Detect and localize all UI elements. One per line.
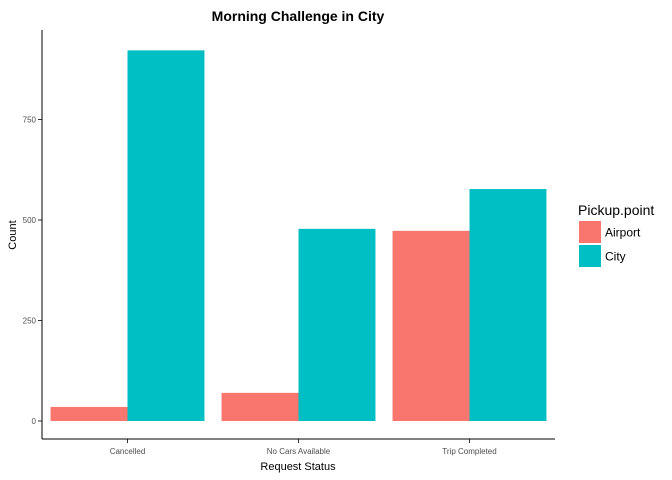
bar-city-cancelled (127, 50, 205, 422)
y-tick-label: 250 (23, 317, 37, 326)
x-axis: Cancelled No Cars Available Trip Completed (110, 439, 497, 456)
legend-label-airport: Airport (605, 226, 641, 240)
y-tick-label: 500 (23, 216, 37, 225)
legend: Pickup.point Airport City (578, 202, 654, 267)
x-tick-label: Cancelled (110, 447, 146, 456)
legend-swatch-airport (579, 221, 601, 243)
y-axis-label: Count (7, 220, 19, 249)
y-tick-label: 0 (32, 417, 37, 426)
legend-swatch-city (579, 245, 601, 267)
chart-title: Morning Challenge in City (212, 8, 385, 24)
bars-group (50, 50, 547, 422)
legend-label-city: City (605, 250, 626, 264)
x-axis-label: Request Status (260, 461, 336, 473)
x-tick-label: No Cars Available (267, 447, 331, 456)
y-tick-label: 750 (23, 116, 37, 125)
bar-airport-no-cars-available (221, 392, 299, 421)
bar-city-trip-completed (469, 189, 547, 421)
bar-city-no-cars-available (298, 228, 376, 421)
y-axis: 0 250 500 750 (23, 116, 42, 426)
x-tick-label: Trip Completed (442, 447, 496, 456)
bar-airport-cancelled (50, 406, 128, 421)
legend-title: Pickup.point (578, 202, 654, 218)
bar-airport-trip-completed (392, 230, 470, 421)
